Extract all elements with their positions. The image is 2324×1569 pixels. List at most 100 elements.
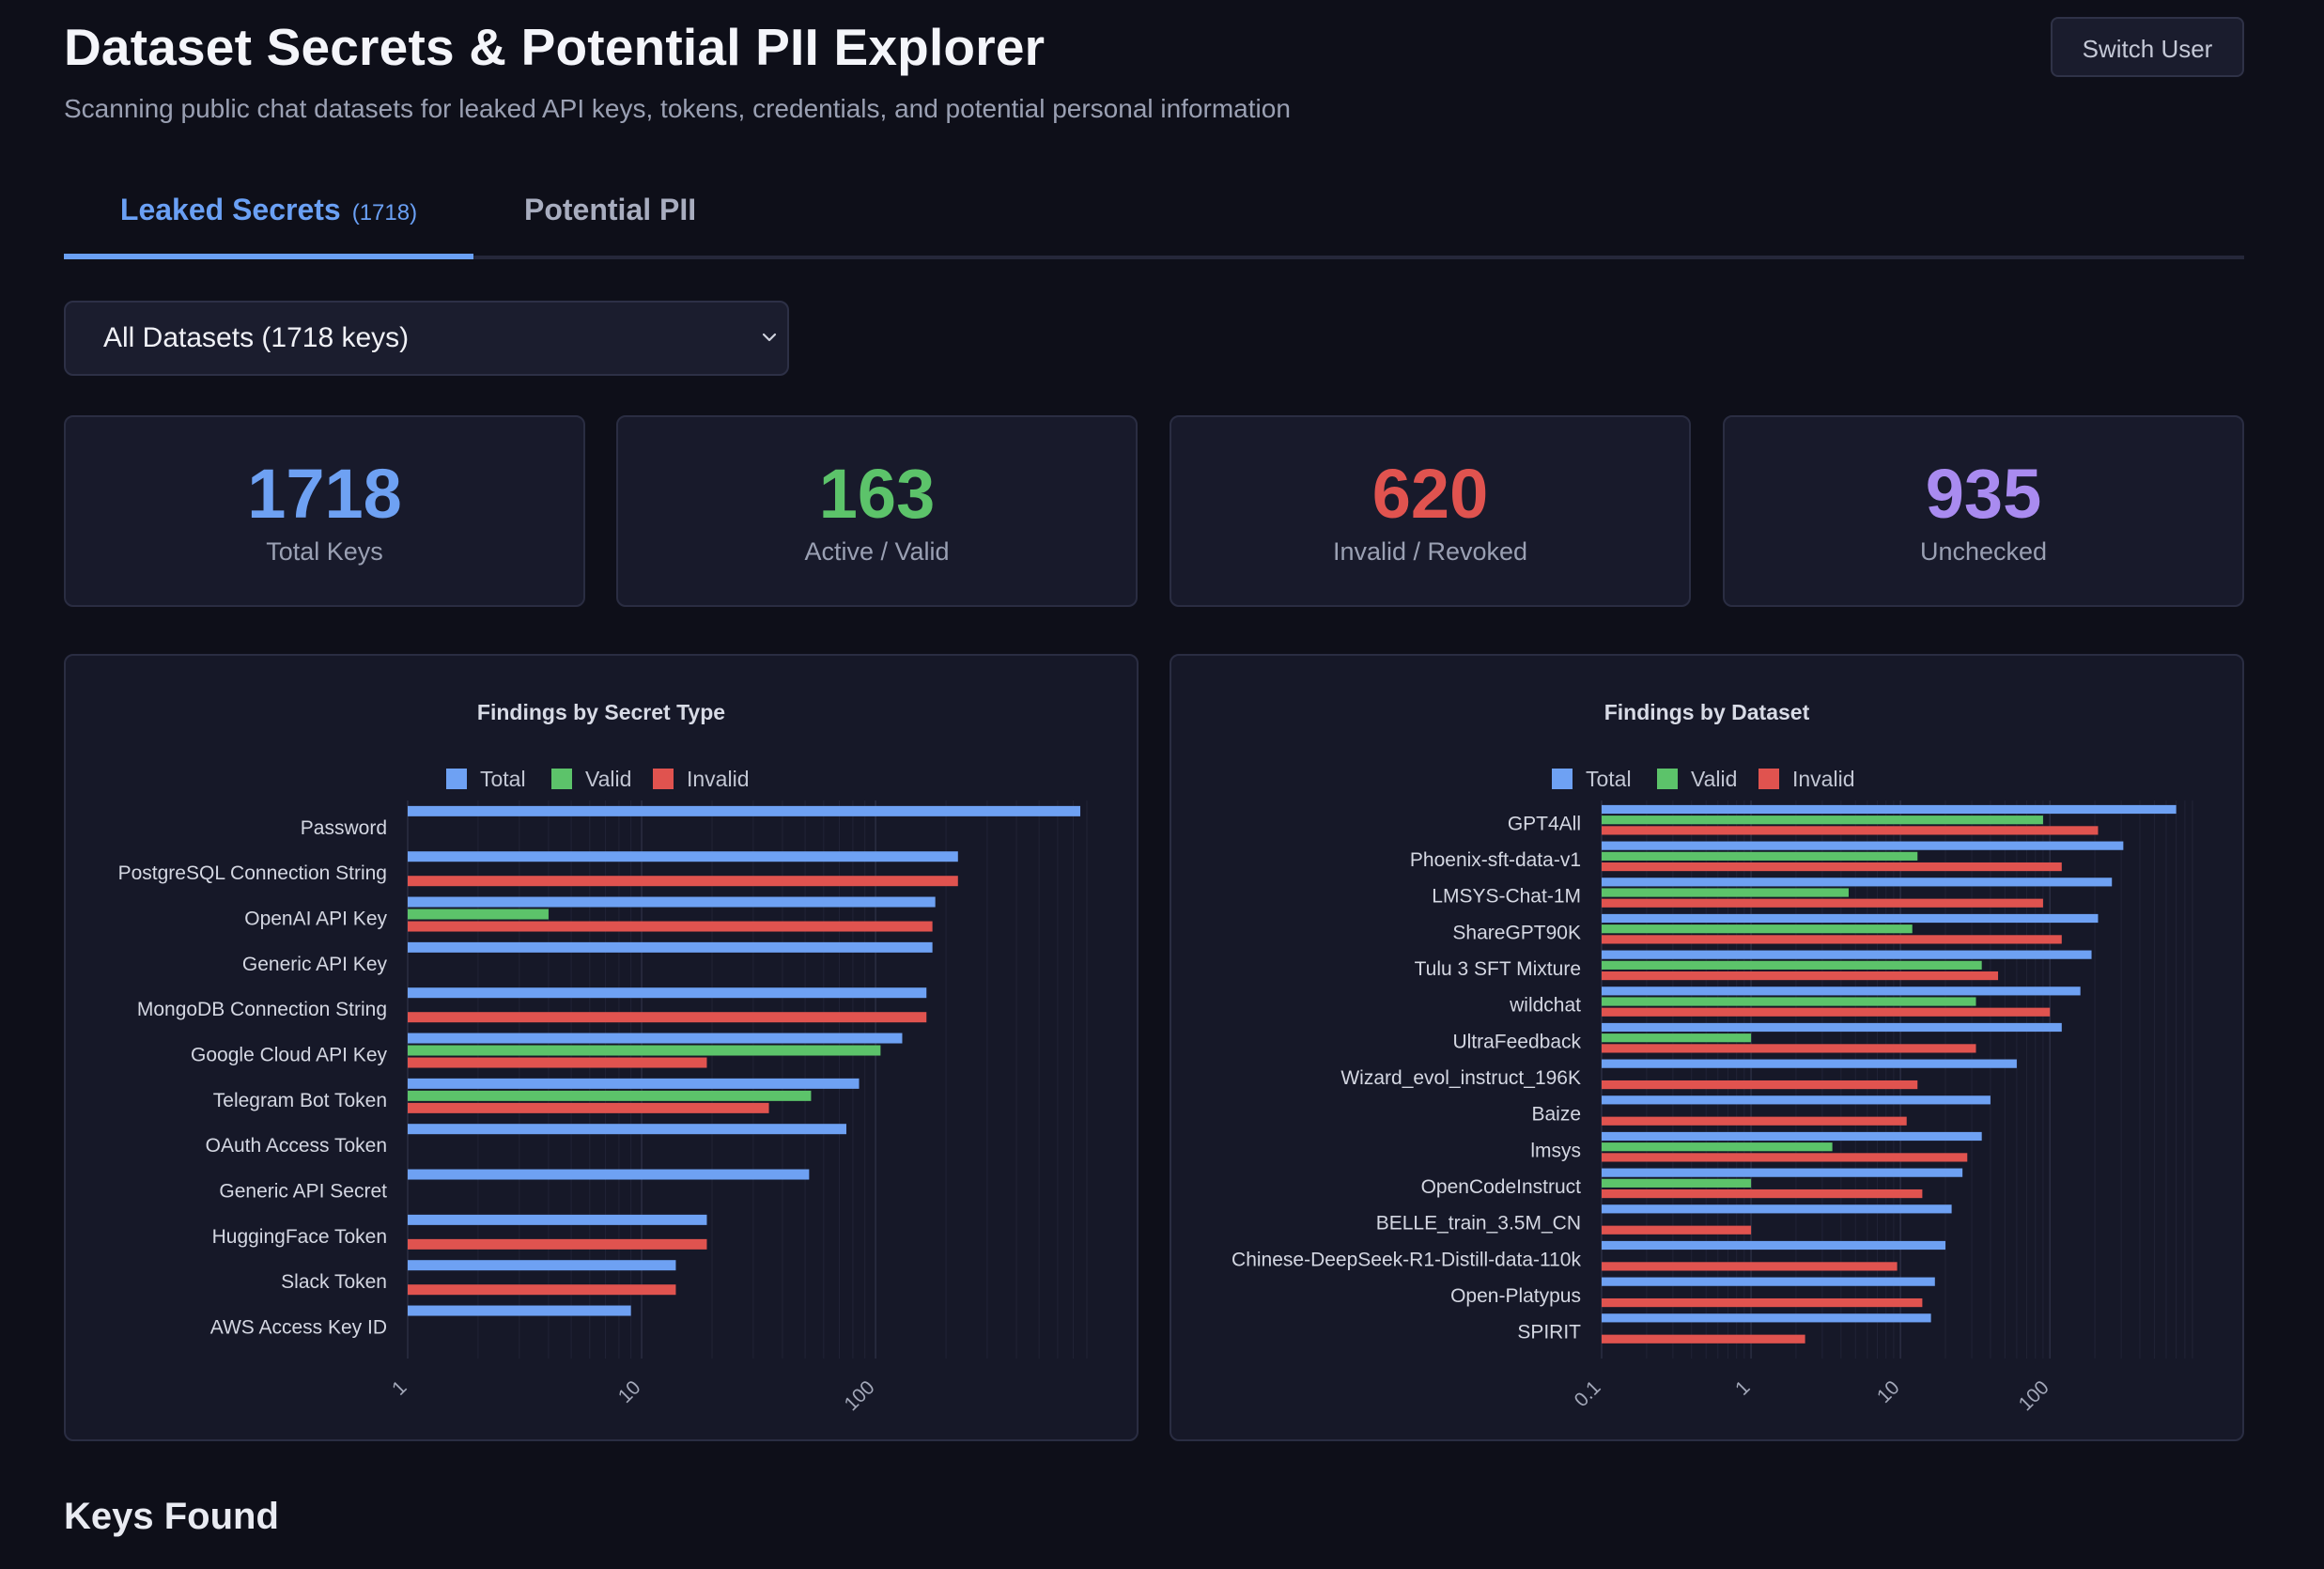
category-label: ShareGPT90K [1452,922,1581,943]
bar-invalid [1602,898,2043,908]
stat-card-unchecked: 935 Unchecked [1723,415,2244,607]
category-label: Password [301,817,387,839]
bar-invalid [408,1238,707,1250]
bar-total [408,1214,707,1225]
legend-swatch-valid [1657,769,1678,789]
bar-total [408,1260,676,1271]
category-label: wildchat [1509,995,1581,1017]
legend-swatch-total [446,769,467,789]
dataset-select[interactable]: All Datasets (1718 keys) [64,301,789,376]
stat-card-valid: 163 Active / Valid [616,415,1138,607]
bar-invalid [1602,1225,1752,1235]
bar-valid [1602,888,1849,897]
bar-valid [1602,816,2043,825]
stat-unchecked-value: 935 [1925,455,2042,533]
bar-total [1602,804,2177,815]
legend-label-valid: Valid [585,767,631,791]
tab-potential-pii-label: Potential PII [524,193,697,226]
bar-total [1602,841,2124,850]
bar-invalid [408,1284,676,1296]
category-label: Chinese-DeepSeek-R1-Distill-data-110k [1232,1249,1581,1270]
legend-label-invalid: Invalid [1792,767,1854,791]
bar-total [1602,1095,1991,1105]
keys-found-heading: Keys Found [64,1496,279,1537]
category-label: HuggingFace Token [212,1226,387,1248]
stat-invalid-label: Invalid / Revoked [1332,537,1528,566]
legend-label-total: Total [1586,767,1632,791]
category-label: Baize [1531,1104,1581,1126]
bar-invalid [408,921,933,932]
switch-user-button[interactable]: Switch User [2051,17,2244,77]
bar-invalid [1602,862,2062,872]
x-tick-label: 1 [1731,1376,1755,1400]
bar-valid [408,1045,881,1056]
category-label: Wizard_evol_instruct_196K [1340,1067,1581,1089]
bar-valid [1602,960,1982,970]
tab-leaked-secrets[interactable]: Leaked Secrets (1718) [64,174,473,259]
bar-invalid [1602,1007,2051,1017]
legend-swatch-total [1552,769,1573,789]
chart-panel-dataset: Findings by Dataset Total Valid Invalid 0.1 1… [1170,654,2244,1441]
bar-valid [408,1090,812,1101]
bar-valid [1602,1033,1752,1043]
tab-leaked-secrets-label: Leaked Secrets [119,193,341,226]
category-label: Generic API Secret [219,1180,387,1202]
category-label: Open-Platypus [1450,1285,1581,1307]
bar-total [1602,1168,1963,1177]
category-label: AWS Access Key ID [210,1316,387,1338]
bar-total [408,805,1081,816]
category-label: Tulu 3 SFT Mixture [1415,958,1581,980]
bar-total [1602,1059,2017,1068]
bar-valid [1602,851,1918,861]
bar-valid [1602,1178,1752,1188]
bar-total [1602,1131,1982,1142]
category-label: Generic API Key [242,954,388,975]
bar-invalid [1602,1044,1976,1053]
x-tick-label: 100 [2015,1376,2053,1415]
category-label: OAuth Access Token [206,1135,387,1157]
bar-invalid [408,1012,927,1023]
legend-label-invalid: Invalid [687,767,749,791]
stat-valid-label: Active / Valid [804,537,950,566]
category-label: Slack Token [281,1271,387,1293]
bar-invalid [408,1057,707,1068]
bar-invalid [1602,1188,1923,1199]
bar-total [408,941,933,953]
bar-total [1602,950,2092,959]
x-tick-label: 1 [388,1376,411,1400]
bar-total [1602,913,2099,924]
app-root: Dataset Secrets & Potential PII Explorer… [64,0,2244,1569]
stat-invalid-value: 620 [1371,455,1489,533]
legend-label-valid: Valid [1691,767,1737,791]
bar-total [1602,878,2113,887]
x-tick-label: 100 [841,1376,879,1415]
category-label: OpenAI API Key [244,908,387,929]
bar-valid [1602,997,1976,1006]
bar-total [408,1305,631,1316]
category-label: GPT4All [1508,813,1581,834]
category-label: LMSYS-Chat-1M [1432,886,1581,908]
bar-total [408,1124,846,1135]
category-label: Telegram Bot Token [213,1090,387,1111]
bar-total [408,987,927,999]
chart-title: Findings by Dataset [1604,700,1810,724]
category-label: UltraFeedback [1452,1031,1581,1052]
bar-invalid [1602,971,1999,981]
bar-valid [1602,1142,1833,1152]
bar-invalid [1602,1297,1923,1308]
stat-total-label: Total Keys [266,537,383,566]
bar-total [408,1169,810,1180]
bar-invalid [408,1102,769,1113]
bar-total [1602,1204,1952,1214]
category-label: Google Cloud API Key [191,1044,387,1065]
category-label: Phoenix-sft-data-v1 [1410,849,1581,871]
tab-potential-pii[interactable]: Potential PII [524,174,731,256]
bar-invalid [1602,1080,1918,1090]
category-label: OpenCodeInstruct [1421,1176,1582,1198]
bar-total [408,1078,860,1089]
x-tick-label: 0.1 [1571,1376,1605,1411]
bar-invalid [1602,1262,1898,1271]
stat-unchecked-label: Unchecked [1919,537,2048,566]
bar-total [408,851,958,862]
stat-valid-value: 163 [818,455,936,533]
